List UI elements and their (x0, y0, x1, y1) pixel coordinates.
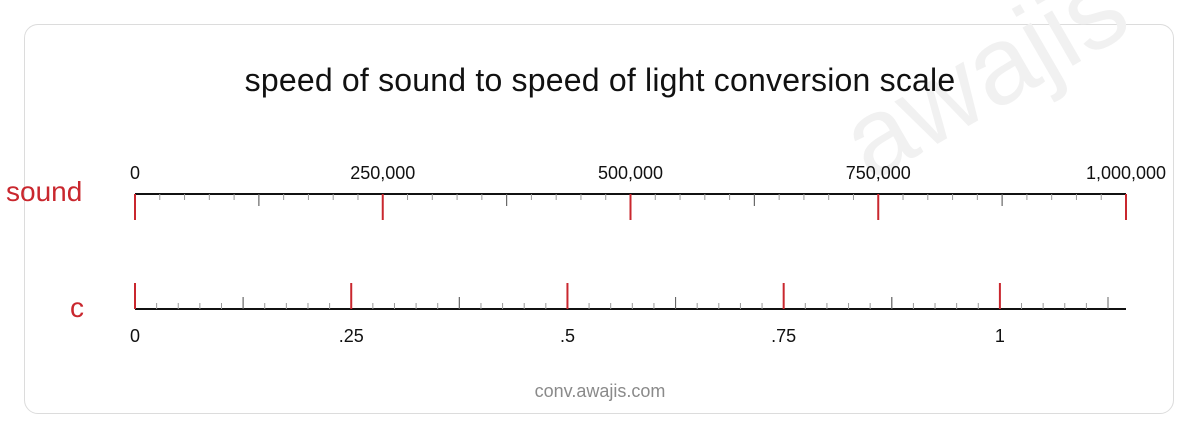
top-tick-label: 0 (129, 163, 140, 183)
top-tick-label: 250,000 (350, 163, 416, 183)
bottom-tick-label: 1 (994, 326, 1005, 346)
bottom-tick-label: 0 (129, 326, 140, 346)
top-unit-label: sound (6, 176, 83, 207)
footer-source: conv.awajis.com (534, 381, 666, 401)
bottom-tick-label: .75 (771, 326, 797, 346)
bottom-ticks (134, 283, 1109, 309)
scale-card (24, 24, 1174, 414)
bottom-unit-label: c (70, 292, 84, 323)
top-tick-label: 750,000 (845, 163, 911, 183)
top-tick-label: 500,000 (597, 163, 664, 183)
bottom-tick-label: .25 (338, 326, 364, 346)
top-ticks (134, 194, 1127, 220)
top-tick-label: 1,000,000 (1085, 163, 1167, 183)
bottom-tick-label: .5 (559, 326, 575, 346)
chart-title: speed of sound to speed of light convers… (244, 62, 956, 98)
